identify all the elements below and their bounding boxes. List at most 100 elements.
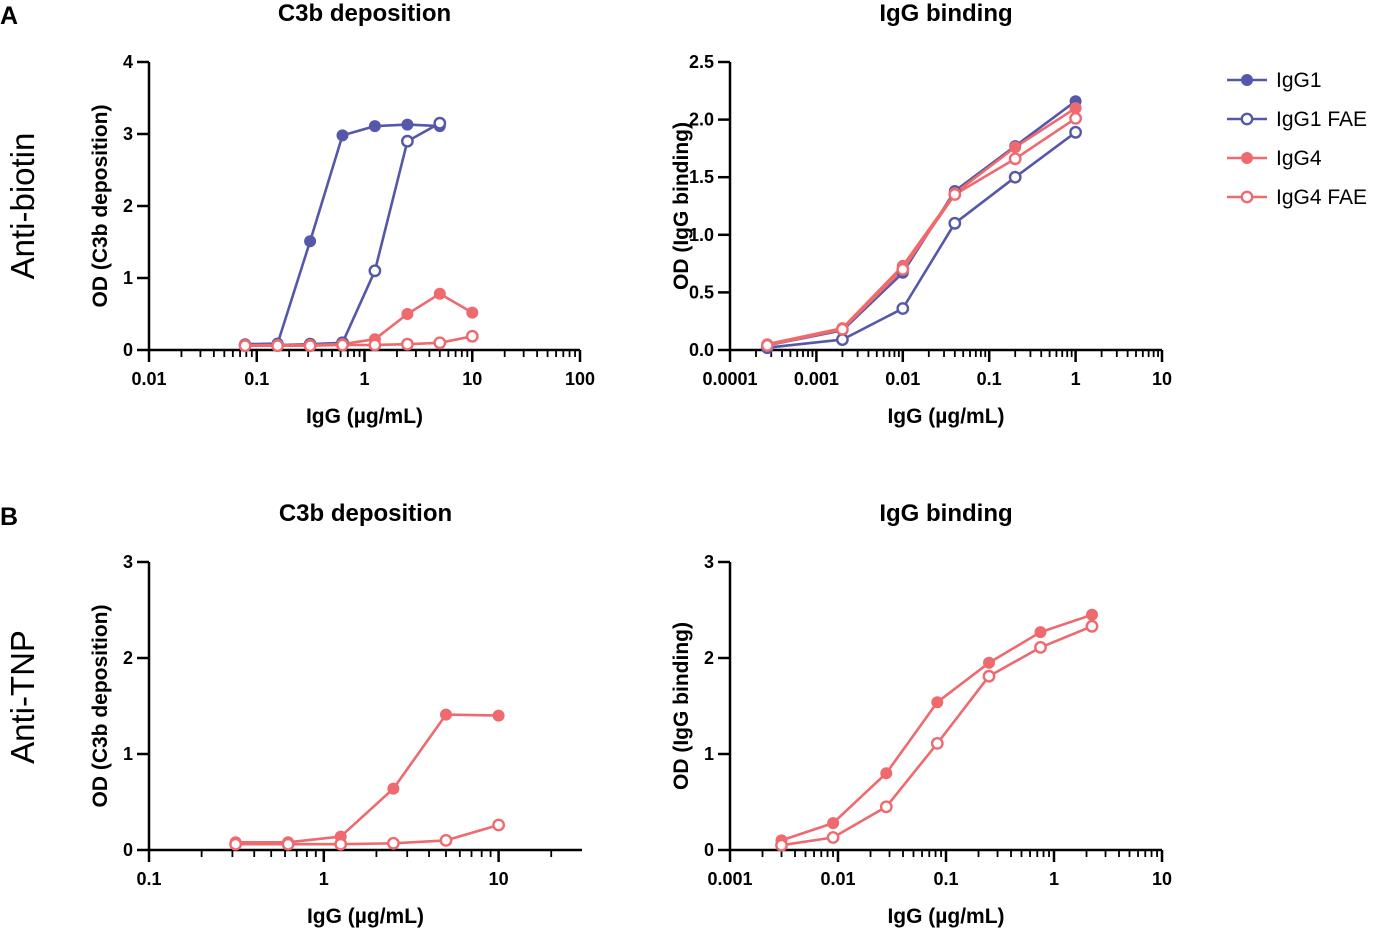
y-axis-title: OD (C3b deposition) — [89, 105, 112, 308]
data-point-igg1-fae — [836, 333, 849, 346]
x-tick-label: 0.0001 — [702, 369, 757, 389]
data-point-igg4-fae — [1034, 641, 1047, 654]
y-tick-label: 2 — [704, 648, 714, 668]
data-point-igg1-fae — [368, 264, 382, 278]
data-point-igg4 — [880, 767, 893, 780]
y-tick-label: 2.0 — [689, 110, 714, 130]
chart-title: C3b deposition — [279, 500, 452, 527]
data-point-igg4 — [983, 656, 995, 669]
data-point-igg4-fae — [433, 336, 447, 350]
data-point-igg4-fae — [368, 338, 382, 352]
chart-title: IgG binding — [879, 0, 1012, 27]
x-tick-label: 10 — [489, 869, 509, 889]
data-point-igg1 — [401, 118, 414, 131]
x-tick-label: 0.001 — [707, 869, 752, 889]
y-tick-label: 3 — [704, 552, 714, 572]
data-point-igg4-fae — [760, 338, 774, 352]
y-axis-title: OD (C3b deposition) — [89, 605, 112, 808]
data-point-igg4-fae — [930, 737, 944, 750]
legend-marker — [1241, 74, 1253, 86]
data-point-igg4-fae — [492, 818, 505, 832]
x-tick-label: 0.001 — [794, 369, 839, 389]
chart-title: C3b deposition — [278, 0, 451, 27]
data-point-igg4-fae — [1008, 152, 1022, 166]
y-tick-label: 3 — [123, 552, 133, 572]
data-point-igg4-fae — [281, 837, 295, 851]
x-tick-label: 0.01 — [885, 369, 920, 389]
data-point-igg4-fae — [336, 338, 349, 352]
data-point-igg4 — [1069, 102, 1082, 115]
data-point-igg1-fae — [1069, 125, 1083, 139]
y-tick-label: 0 — [704, 840, 714, 860]
data-point-igg4-fae — [826, 831, 840, 844]
data-point-igg4 — [433, 287, 446, 300]
row-label-anti-tnp: Anti-TNP — [4, 630, 41, 764]
series-line-igg1-fae — [767, 131, 1077, 349]
panel-letter-a: A — [0, 2, 18, 30]
y-tick-label: 0 — [123, 340, 133, 360]
chart-title: IgG binding — [879, 500, 1012, 527]
legend-marker — [1240, 112, 1254, 126]
chart-a-c3b-deposition: C3b deposition 0.01 0.1 1 10 100 0 1 2 3 4 IgG (µg/… — [89, 0, 595, 428]
x-tick-label: 0.01 — [820, 869, 855, 889]
y-tick-label: 0.5 — [689, 282, 714, 302]
data-point-igg4-fae — [400, 337, 414, 351]
data-point-igg4-fae — [879, 800, 893, 814]
data-point-igg1-fae — [400, 134, 414, 148]
data-point-igg4 — [401, 308, 414, 320]
data-point-igg1-fae — [948, 216, 962, 230]
x-tick-label: 10 — [1152, 869, 1172, 889]
data-point-igg4-fae — [836, 322, 849, 336]
y-tick-label: 4 — [123, 52, 133, 72]
series-line-igg4 — [767, 107, 1077, 346]
data-point-igg4 — [387, 782, 400, 795]
data-point-igg1 — [304, 235, 317, 248]
series-line-igg4-fae — [235, 823, 499, 846]
legend-marker — [1241, 152, 1253, 164]
legend-marker — [1240, 190, 1254, 204]
chart-b-c3b-deposition: C3b deposition 0.1 1 10 0 1 2 3 IgG (µg/mL) OD (C… — [89, 500, 582, 928]
x-axis-title: IgG (µg/mL) — [306, 405, 423, 428]
data-point-igg4-fae — [271, 339, 284, 353]
legend-item-igg1-fae: IgG1 FAE — [1227, 108, 1367, 131]
x-tick-label: 100 — [565, 369, 595, 389]
data-point-igg4 — [1009, 141, 1022, 154]
data-point-igg4-fae — [238, 339, 252, 353]
y-tick-label: 2 — [123, 648, 133, 668]
y-tick-label: 1.5 — [689, 167, 714, 187]
data-point-igg4-fae — [386, 836, 400, 850]
data-point-igg1-fae — [433, 116, 447, 130]
data-point-igg4-fae — [465, 329, 479, 343]
panel-letter-b: B — [0, 503, 18, 531]
data-point-igg4-fae — [229, 837, 243, 851]
x-tick-label: 0.01 — [131, 369, 166, 389]
data-point-igg4-fae — [439, 834, 453, 847]
legend-label: IgG1 FAE — [1276, 108, 1367, 131]
x-tick-label: 10 — [462, 369, 482, 389]
x-axis-title: IgG (µg/mL) — [307, 905, 424, 928]
y-tick-label: 0 — [123, 840, 133, 860]
legend-item-igg4-fae: IgG4 FAE — [1227, 186, 1367, 209]
x-tick-label: 10 — [1152, 369, 1172, 389]
chart-a-igg-binding: IgG binding 0.0001 0.001 0.01 0.1 1 10 0.0 0.5 1.… — [670, 0, 1172, 428]
legend-item-igg4: IgG4 — [1227, 147, 1322, 170]
legend: IgG1 IgG1 FAE IgG4 IgG4 FAE — [1227, 69, 1367, 209]
legend-label: IgG4 FAE — [1276, 186, 1367, 209]
data-point-igg4 — [827, 817, 840, 830]
data-point-igg1-fae — [896, 302, 910, 315]
data-point-igg1-fae — [1008, 170, 1022, 184]
data-point-igg4-fae — [334, 837, 348, 851]
legend-item-igg1: IgG1 — [1227, 69, 1322, 92]
y-axis-title: OD (IgG binding) — [670, 122, 693, 290]
data-point-igg4-fae — [948, 188, 962, 201]
data-point-igg4-fae — [303, 339, 317, 353]
data-point-igg4-fae — [896, 262, 910, 276]
y-tick-label: 3 — [123, 124, 133, 144]
data-point-igg4 — [492, 709, 505, 722]
x-tick-label: 1 — [1071, 369, 1081, 389]
x-axis-title: IgG (µg/mL) — [887, 405, 1004, 428]
data-point-igg4-fae — [982, 669, 996, 683]
y-tick-label: 1 — [704, 744, 714, 764]
series-line-igg4-fae — [781, 625, 1093, 847]
x-tick-label: 0.1 — [136, 869, 161, 889]
